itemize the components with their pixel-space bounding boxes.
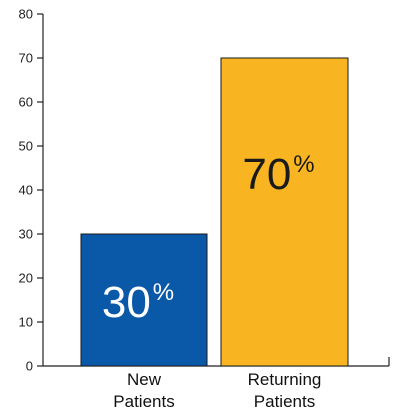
y-tick-label: 0 (26, 359, 33, 374)
data-label-suffix: % (293, 151, 314, 178)
y-tick-label: 20 (19, 271, 33, 286)
bar-data-label-2: 70% (242, 150, 314, 199)
category-label-2-line-1: Returning (248, 370, 322, 389)
data-label-number: 30 (102, 278, 151, 327)
bar-1 (80, 233, 208, 367)
labels: 30% New Patients 70% Returning Patients (102, 150, 322, 411)
y-tick-label: 60 (19, 95, 33, 110)
category-label-1-line-2: Patients (113, 392, 174, 411)
y-tick-label: 30 (19, 227, 33, 242)
y-tick-label: 10 (19, 315, 33, 330)
bar-2 (220, 57, 349, 367)
bars (80, 57, 349, 367)
y-tick-label: 40 (19, 183, 33, 198)
bar-data-label-1: 30% (102, 278, 174, 327)
category-label-2-line-2: Patients (254, 392, 315, 411)
y-tick-label: 50 (19, 139, 33, 154)
data-label-number: 70 (242, 150, 291, 199)
category-label-1-line-1: New (127, 370, 162, 389)
y-tick-label: 70 (19, 51, 33, 66)
data-label-suffix: % (153, 279, 174, 306)
y-tick-label: 80 (19, 7, 33, 22)
